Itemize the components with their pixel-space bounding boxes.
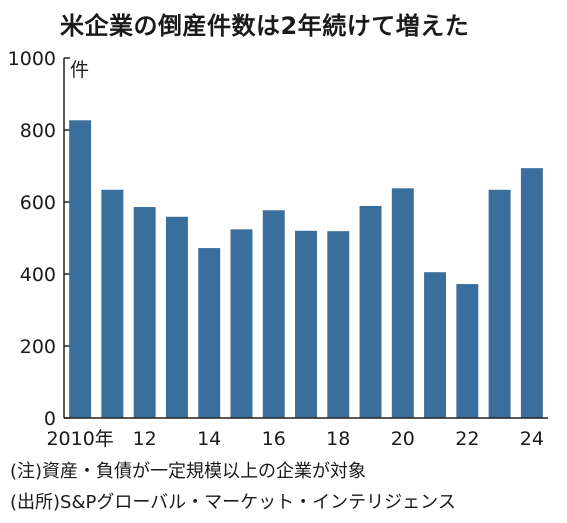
bar (520, 168, 543, 418)
chart-title: 米企業の倒産件数は2年続けて増えた (60, 12, 470, 40)
y-tick-label: 600 (20, 192, 56, 214)
x-tick-label: 22 (455, 428, 479, 450)
bar (69, 120, 92, 418)
bar (488, 189, 511, 418)
y-tick-label: 800 (20, 120, 56, 142)
chart-source: (出所)S&Pグローバル・マーケット・インテリジェンス (10, 492, 456, 513)
bar (101, 189, 124, 418)
y-unit-label: 件 (70, 59, 89, 81)
x-tick-label: 16 (262, 428, 286, 450)
bar (424, 272, 447, 418)
x-tick-label: 18 (326, 428, 350, 450)
bar (165, 216, 188, 418)
x-tick-label: 12 (133, 428, 157, 450)
bar (456, 284, 479, 418)
bar (133, 207, 156, 418)
bar (327, 231, 350, 418)
y-tick-label: 200 (20, 336, 56, 358)
y-tick-label: 400 (20, 264, 56, 286)
x-tick-label: 20 (391, 428, 415, 450)
bar (359, 205, 382, 418)
bar (295, 230, 317, 418)
x-tick-label: 2010年 (46, 428, 113, 450)
bar (198, 248, 221, 418)
chart-note: (注)資産・負債が一定規模以上の企業が対象 (10, 461, 367, 482)
x-tick-label: 24 (520, 428, 544, 450)
bar (230, 229, 253, 418)
bar (262, 210, 285, 418)
y-tick-label: 0 (44, 408, 56, 430)
x-tick-label: 14 (197, 428, 221, 450)
y-tick-label: 1000 (8, 48, 56, 70)
bar (391, 188, 414, 418)
